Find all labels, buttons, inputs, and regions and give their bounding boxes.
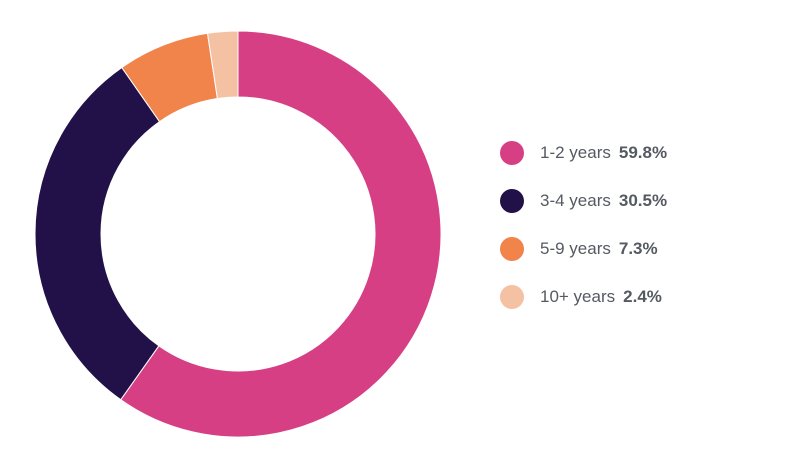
legend-label: 3-4 years [540,191,611,210]
legend-swatch-10-plus-years [500,285,524,309]
donut-slice-10-plus-years [206,30,239,100]
chart-legend: 1-2 years 59.8% 3-4 years 30.5% 5-9 year… [500,140,790,332]
legend-swatch-5-9-years [500,237,524,261]
donut-chart [34,30,442,438]
legend-label: 10+ years [540,287,616,306]
legend-item-1-2-years: 1-2 years 59.8% [500,140,790,166]
legend-value: 2.4% [623,287,662,306]
legend-item-5-9-years: 5-9 years 7.3% [500,236,790,262]
legend-label: 1-2 years [540,143,611,162]
legend-label: 5-9 years [540,239,611,258]
legend-value: 30.5% [618,191,668,210]
donut-slice-1-2-years [120,30,442,438]
legend-value: 7.3% [618,239,658,258]
legend-swatch-3-4-years [500,189,524,213]
legend-value: 59.8% [618,143,668,162]
legend-item-3-4-years: 3-4 years 30.5% [500,188,790,214]
legend-swatch-1-2-years [500,141,524,165]
donut-slice-3-4-years [34,66,161,401]
legend-item-10-plus-years: 10+ years 2.4% [500,284,790,310]
